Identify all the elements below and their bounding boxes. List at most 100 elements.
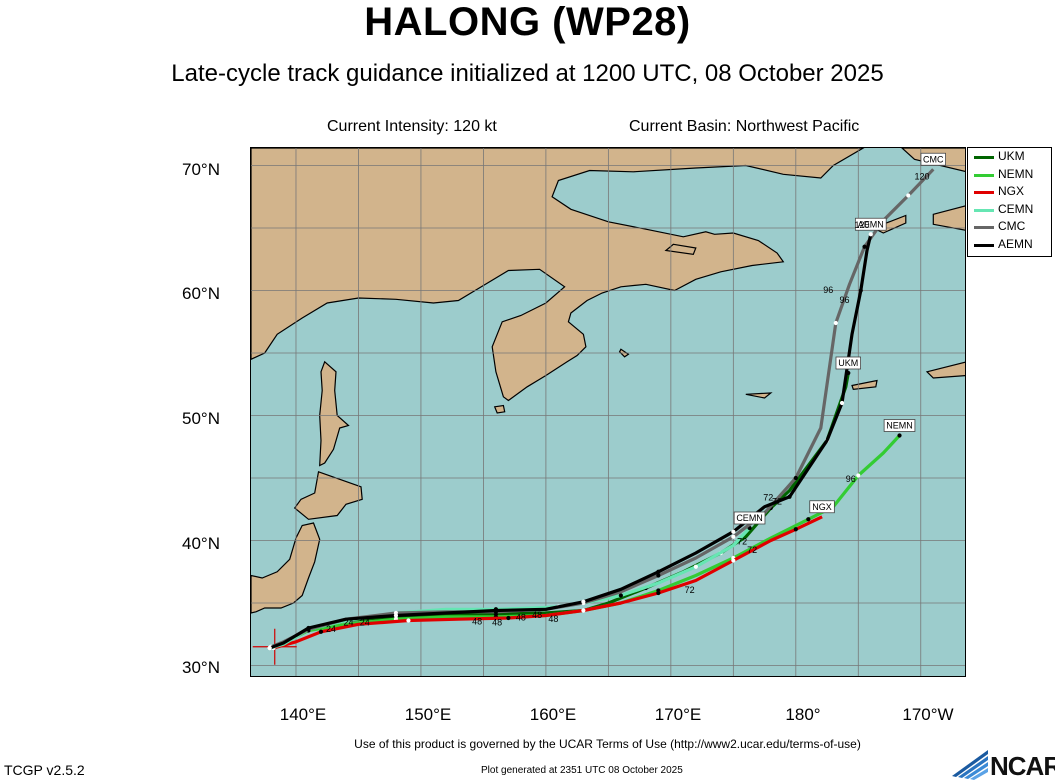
lat-label-40: 40°N bbox=[182, 534, 220, 553]
track-end-label-text: NGX bbox=[812, 502, 832, 512]
track-ngx bbox=[273, 515, 823, 650]
current-basin: Current Basin: Northwest Pacific bbox=[629, 118, 860, 135]
map-panel: UKM 72 NEMN 72 96 NGX 72 CEMN 72 CMC 96 120 AEMN 72 96… bbox=[250, 147, 966, 677]
label-layer: UKM72NEMN7296NGX72CEMN72CMC96120AEMN7296… bbox=[326, 152, 946, 634]
track-point bbox=[493, 608, 499, 613]
forecast-hour-label: 120 bbox=[915, 171, 930, 181]
legend-label: AEMN bbox=[998, 236, 1033, 251]
legend-label: CEMN bbox=[998, 201, 1034, 216]
track-end-label-text: NEMN bbox=[886, 421, 913, 431]
forecast-hour-label: 24 bbox=[360, 618, 370, 628]
legend-item-cemn: CEMN bbox=[968, 201, 1051, 219]
land-aleutian-2 bbox=[851, 379, 878, 390]
label-box bbox=[733, 511, 766, 525]
track-end-label-ukm: UKM bbox=[835, 356, 861, 370]
legend-label: CMC bbox=[998, 219, 1026, 233]
lon-label-170w: 170°W bbox=[902, 705, 954, 724]
lat-label-70: 70°N bbox=[182, 160, 220, 179]
track-point bbox=[393, 613, 399, 618]
track-point bbox=[897, 433, 902, 438]
label-box bbox=[835, 356, 861, 370]
track-point bbox=[787, 494, 792, 499]
track-point bbox=[581, 608, 586, 613]
track-point bbox=[318, 629, 324, 634]
lon-label-180: 180° bbox=[785, 705, 821, 724]
legend-item-cmc: CMC bbox=[968, 218, 1051, 236]
forecast-hour-label: 72 bbox=[685, 585, 695, 595]
track-point bbox=[731, 558, 736, 563]
track-layer bbox=[267, 168, 935, 651]
track-point bbox=[906, 193, 911, 198]
forecast-hour-label: 48 bbox=[492, 618, 502, 628]
track-end-label-aemn: AEMN bbox=[854, 217, 887, 231]
legend-label: NEMN bbox=[998, 166, 1034, 181]
track-map: UKM72NEMN7296NGX72CEMN72CMC96120AEMN7296… bbox=[251, 148, 965, 676]
forecast-hour-label: 72 bbox=[737, 536, 747, 546]
ncar-logo: NCAR bbox=[950, 748, 1055, 781]
legend-item-ukm: UKM bbox=[968, 148, 1051, 166]
forecast-hour-label: 96 bbox=[840, 295, 850, 305]
legend-item-ngx: NGX bbox=[968, 183, 1051, 201]
forecast-hour-label: 72 bbox=[772, 496, 782, 506]
forecast-hour-label: 96 bbox=[823, 285, 833, 295]
track-point bbox=[506, 615, 511, 621]
track-point bbox=[793, 527, 798, 532]
track-point bbox=[856, 473, 861, 478]
forecast-hour-label: 72 bbox=[747, 545, 757, 555]
legend-swatch bbox=[974, 191, 994, 194]
legend-label: NGX bbox=[998, 184, 1025, 198]
legend-swatch bbox=[974, 243, 994, 247]
land-aleutian-3 bbox=[925, 361, 965, 379]
lon-label-150e: 150°E bbox=[404, 705, 452, 724]
generated-timestamp: Plot generated at 2351 UTC 08 October 20… bbox=[481, 765, 683, 776]
track-point bbox=[656, 569, 661, 574]
forecast-hour-label: 120 bbox=[855, 220, 870, 230]
lon-label-160e: 160°E bbox=[529, 705, 577, 724]
terms-of-use: Use of this product is governed by the U… bbox=[354, 737, 861, 751]
track-end-label-text: UKM bbox=[838, 358, 858, 368]
forecast-hour-label: 72 bbox=[763, 493, 773, 503]
track-point bbox=[306, 625, 311, 631]
track-point bbox=[267, 645, 272, 651]
land-honshu bbox=[251, 522, 321, 614]
track-point bbox=[833, 320, 838, 326]
track-end-label-text: CEMN bbox=[736, 513, 763, 523]
label-box bbox=[809, 500, 835, 514]
track-end-label-text: CMC bbox=[923, 154, 944, 164]
land-kuril-north bbox=[493, 404, 506, 414]
lon-label-140e: 140°E bbox=[279, 705, 327, 724]
land-st-lawrence bbox=[664, 243, 697, 255]
forecast-hour-label: 48 bbox=[472, 616, 482, 626]
lat-label-60: 60°N bbox=[182, 284, 220, 303]
track-point bbox=[862, 244, 867, 249]
track-end-label-text: AEMN bbox=[858, 219, 884, 229]
track-point bbox=[406, 618, 411, 623]
lat-label-50: 50°N bbox=[182, 409, 220, 428]
page-title: HALONG (WP28) bbox=[364, 0, 691, 44]
land-siberia bbox=[251, 148, 865, 402]
label-box bbox=[920, 152, 946, 166]
ncar-logo-text: NCAR bbox=[990, 751, 1055, 781]
legend-swatch bbox=[974, 173, 994, 177]
track-point bbox=[581, 599, 586, 604]
track-point bbox=[618, 593, 623, 598]
track-point bbox=[858, 288, 863, 293]
lat-label-30: 30°N bbox=[182, 658, 220, 677]
track-point bbox=[731, 529, 736, 534]
track-point bbox=[693, 564, 698, 569]
legend-label: UKM bbox=[998, 149, 1025, 163]
track-point bbox=[793, 475, 798, 481]
forecast-hour-label: 24 bbox=[343, 618, 353, 628]
legend-swatch bbox=[974, 156, 994, 159]
legend-swatch bbox=[974, 208, 994, 212]
track-end-label-cemn: CEMN bbox=[733, 511, 766, 525]
land-alaska-seward bbox=[932, 205, 965, 231]
forecast-hour-label: 48 bbox=[532, 610, 542, 620]
label-box bbox=[883, 419, 916, 432]
track-end-label-ngx: NGX bbox=[809, 500, 835, 514]
legend-item-nemn: NEMN bbox=[968, 166, 1051, 184]
land-aleutian-1 bbox=[745, 392, 773, 399]
track-point bbox=[868, 232, 873, 237]
lon-label-170e: 170°E bbox=[654, 705, 702, 724]
forecast-hour-label: 48 bbox=[548, 614, 558, 624]
